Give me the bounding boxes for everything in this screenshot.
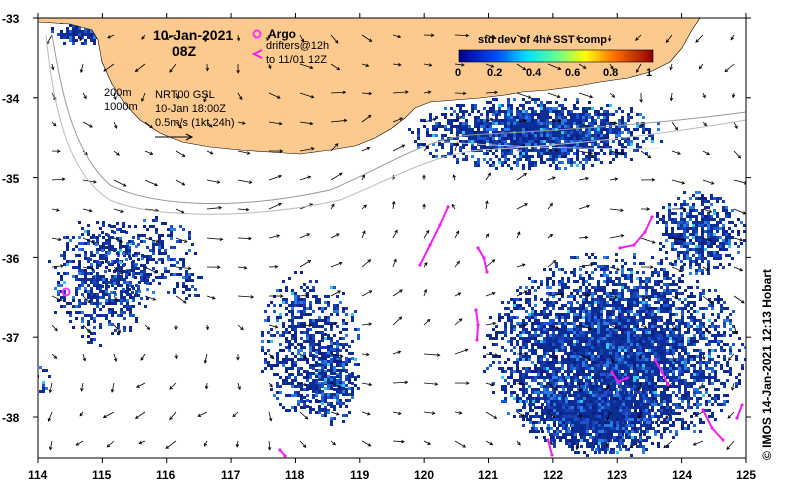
colorbar-title: std dev of 4hr SST comp xyxy=(478,34,607,46)
plot-frame xyxy=(37,17,747,459)
isobath-lines xyxy=(45,34,747,215)
sst-stddev-layer xyxy=(38,21,746,457)
x-tick-label: 114 xyxy=(28,468,48,482)
isobath-label-200: 200m xyxy=(104,87,132,99)
y-tick-label: -35 xyxy=(2,172,20,186)
credit-text: © IMOS 14-Jan-2021 12:13 Hobart xyxy=(760,269,774,460)
y-tick-label: -37 xyxy=(2,331,20,345)
colorbar-tick: 0.4 xyxy=(526,67,542,79)
x-tick-label: 116 xyxy=(156,468,176,482)
x-tick-label: 121 xyxy=(478,468,499,482)
argo-float xyxy=(61,287,71,297)
colorbar xyxy=(458,49,654,63)
legend-argo: Argo xyxy=(268,27,296,41)
y-tick-label: -36 xyxy=(2,252,20,266)
scale-arrow-head xyxy=(185,133,194,141)
drifter-marker-legend xyxy=(251,49,263,59)
current-scale-label: 0.5m/s (1kt 24h) xyxy=(155,117,235,129)
x-tick-label: 118 xyxy=(285,468,305,482)
colorbar-tick: 0.8 xyxy=(603,67,619,79)
map-hour: 08Z xyxy=(172,43,197,59)
colorbar-tick: 0.6 xyxy=(565,67,581,79)
y-tick-label: -33 xyxy=(2,12,20,26)
product-label: NRT00 GSL xyxy=(155,89,215,101)
x-tick-label: 124 xyxy=(672,468,693,482)
map-date: 10-Jan-2021 xyxy=(153,27,234,43)
legend-drifters-line1: drifters@12h xyxy=(266,40,330,52)
y-tick-label: -34 xyxy=(2,92,20,106)
x-tick-label: 115 xyxy=(92,468,112,482)
legend-drifters-line2: to 11/01 12Z xyxy=(266,54,327,66)
x-tick-label: 125 xyxy=(736,468,757,482)
y-tick-label: -38 xyxy=(2,411,20,425)
x-tick-label: 120 xyxy=(414,468,435,482)
x-tick-label: 119 xyxy=(350,468,370,482)
valid-time-label: 10-Jan 18:00Z xyxy=(155,103,226,115)
current-vectors xyxy=(46,33,746,451)
colorbar-tick: 0.2 xyxy=(487,67,503,79)
x-tick-label: 117 xyxy=(221,468,241,482)
isobath-label-1000: 1000m xyxy=(104,101,138,113)
argo-marker-legend xyxy=(252,29,262,39)
colorbar-tick: 0 xyxy=(455,67,462,79)
x-tick-label: 122 xyxy=(543,468,564,482)
drifter-tracks xyxy=(278,205,744,458)
axis-ticks xyxy=(33,13,751,463)
colorbar-tick: 1 xyxy=(646,67,653,79)
x-tick-label: 123 xyxy=(607,468,628,482)
